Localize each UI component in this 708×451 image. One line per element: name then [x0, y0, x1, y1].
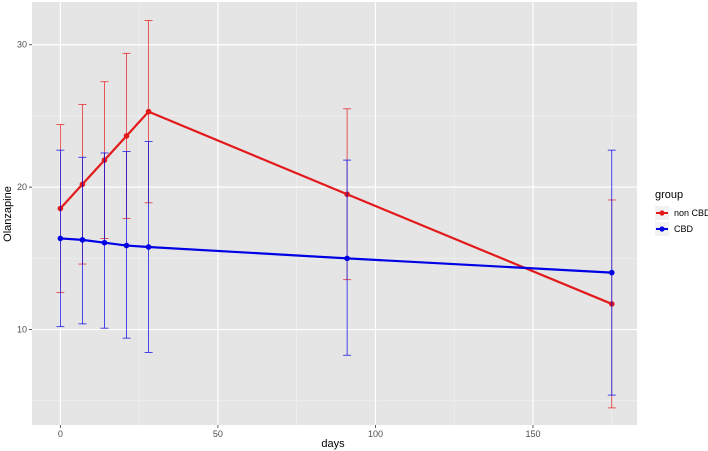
legend-entry: CBD	[655, 222, 694, 236]
x-axis-ticks: 0 50 100 150	[58, 425, 541, 439]
legend-title: group	[655, 189, 683, 201]
legend-key-point	[659, 226, 665, 232]
data-point	[145, 244, 152, 250]
x-tick-label: 150	[526, 429, 541, 439]
data-point	[57, 235, 64, 242]
y-tick-label: 30	[17, 40, 27, 50]
series-layer	[56, 20, 616, 409]
legend-key-point	[659, 210, 665, 216]
legend-entries: non CBD CBD	[655, 206, 708, 236]
data-point	[101, 239, 108, 246]
data-point	[344, 255, 350, 262]
x-axis-title: days	[321, 438, 345, 450]
x-tick-label: 100	[368, 429, 383, 439]
data-point	[608, 269, 615, 276]
series-cbd	[56, 141, 616, 396]
grid-major	[32, 2, 637, 425]
data-point	[79, 237, 86, 243]
legend-entry: non CBD	[655, 206, 708, 220]
y-tick-label: 20	[17, 182, 27, 192]
legend-label: non CBD	[674, 208, 708, 218]
data-point	[123, 133, 130, 139]
y-axis-ticks: 10 20 30	[17, 40, 32, 335]
x-tick-label: 0	[58, 429, 63, 439]
x-tick-label: 50	[213, 429, 223, 439]
data-point	[123, 242, 130, 249]
legend: group non CBD CBD	[655, 189, 708, 236]
legend-label: CBD	[674, 224, 694, 234]
panel-background	[32, 2, 637, 425]
data-point	[145, 108, 152, 115]
y-tick-label: 10	[17, 325, 27, 335]
y-axis-title: Olanzapine	[2, 186, 14, 242]
